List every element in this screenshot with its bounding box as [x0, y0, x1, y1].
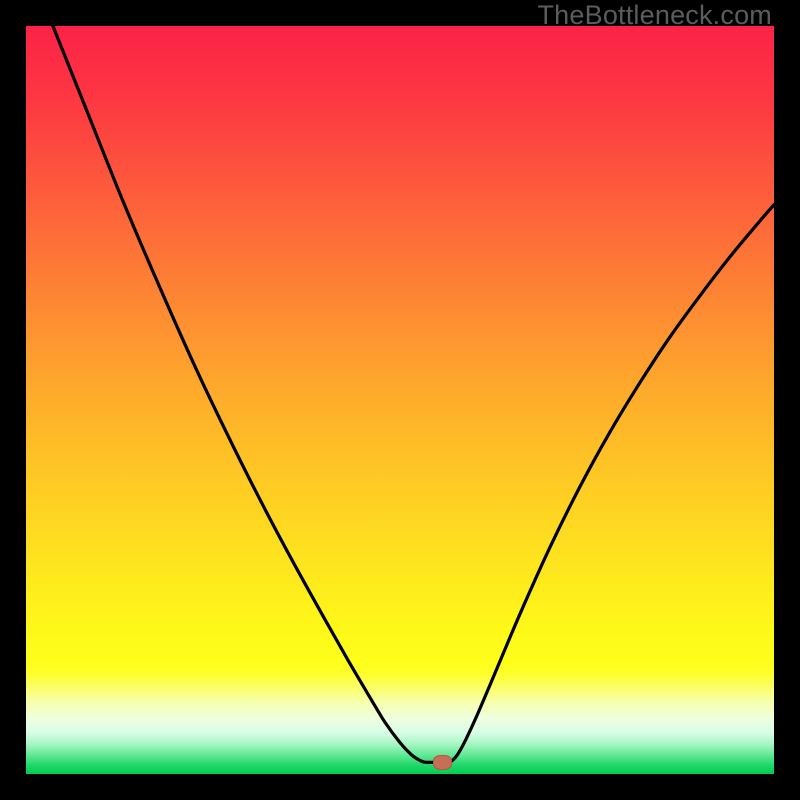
bottleneck-curve-path — [53, 26, 774, 763]
optimal-point-marker — [433, 755, 452, 770]
watermark-text: TheBottleneck.com — [537, 0, 772, 31]
bottleneck-curve — [26, 26, 774, 774]
plot-area — [26, 26, 774, 774]
chart-stage: TheBottleneck.com — [0, 0, 800, 800]
